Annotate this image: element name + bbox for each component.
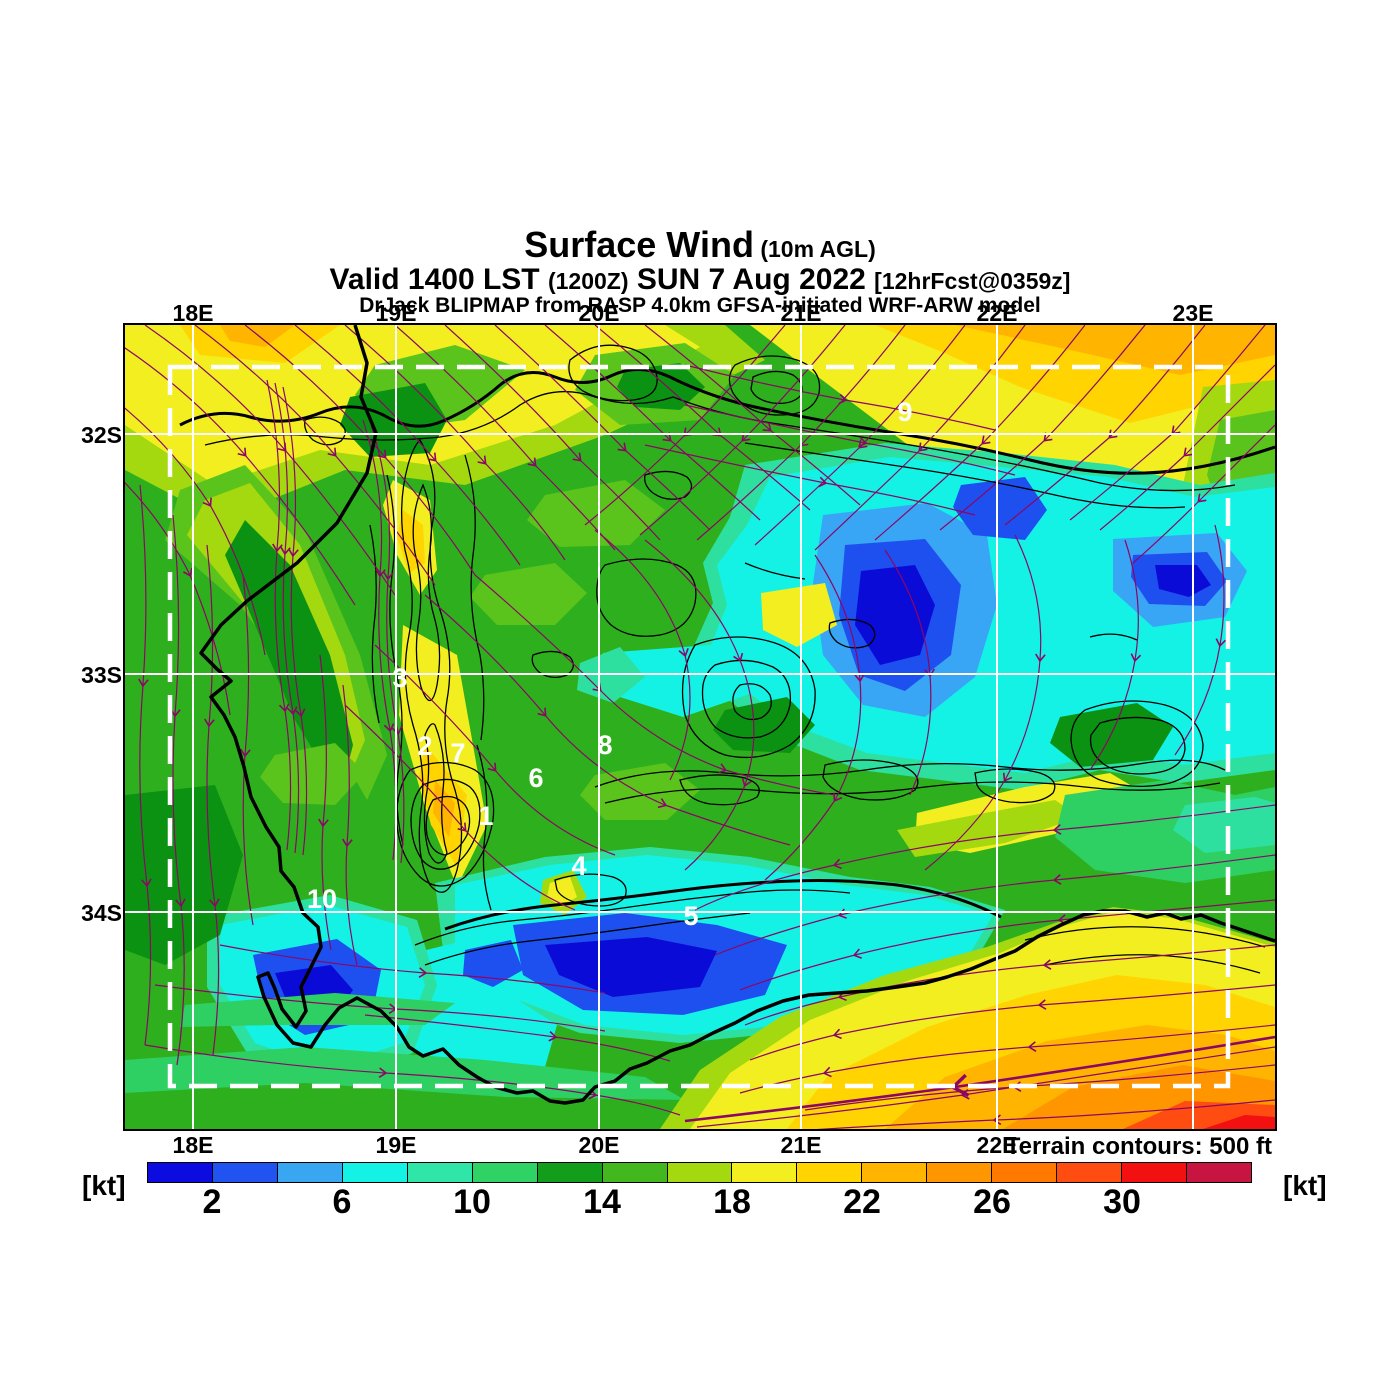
colorbar-unit-left: [kt] — [82, 1170, 126, 1201]
page-title: Surface Wind — [524, 224, 754, 265]
site-label-3: 3 — [392, 663, 407, 693]
lon-label-top: 20E — [578, 300, 620, 326]
colorbar-tick: 18 — [713, 1183, 751, 1221]
model-domain-boundary — [167, 364, 1231, 1089]
wind-map: 1 2 3 4 5 6 7 8 9 10 — [123, 323, 1277, 1131]
lon-label-bottom: 22E — [976, 1132, 1018, 1158]
header: Surface Wind (10m AGL) Valid 1400 LST (1… — [0, 226, 1400, 317]
valid-zulu: (1200Z) — [547, 267, 629, 294]
colorbar — [147, 1162, 1252, 1183]
lon-label-bottom: 20E — [578, 1132, 620, 1158]
colorbar-tick: 6 — [332, 1183, 352, 1221]
title-line: Surface Wind (10m AGL) — [0, 226, 1400, 264]
colorbar-tick: 22 — [843, 1183, 881, 1221]
colorbar-segment — [277, 1163, 343, 1182]
colorbar-segment — [667, 1163, 733, 1182]
colorbar-tick: 30 — [1103, 1183, 1141, 1221]
lon-label-bottom: 18E — [172, 1132, 214, 1158]
colorbar-segment — [992, 1163, 1058, 1182]
site-label-5: 5 — [683, 901, 698, 931]
colorbar-unit-right: [kt] — [1283, 1170, 1327, 1201]
colorbar-segment — [212, 1163, 278, 1182]
colorbar-tick: 14 — [583, 1183, 621, 1221]
site-label-7: 7 — [450, 738, 465, 768]
lon-label-top: 21E — [780, 300, 822, 326]
colorbar-segment — [407, 1163, 473, 1182]
colorbar-segment — [602, 1163, 668, 1182]
colorbar-segment — [1187, 1163, 1251, 1182]
lon-label-top: 18E — [172, 300, 214, 326]
lon-label-bottom: 21E — [780, 1132, 822, 1158]
site-label-10: 10 — [307, 884, 337, 914]
colorbar-segment — [1057, 1163, 1123, 1182]
lat-label-left: 32S — [81, 422, 122, 448]
wind-streamlines — [125, 325, 1275, 1129]
valid-time: Valid 1400 LST — [329, 262, 548, 296]
colorbar-segment — [732, 1163, 798, 1182]
site-labels: 1 2 3 4 5 6 7 8 9 10 — [307, 397, 913, 931]
terrain-note: Terrain contours: 500 ft — [1005, 1133, 1272, 1160]
lon-label-top: 19E — [375, 300, 417, 326]
valid-line: Valid 1400 LST (1200Z) SUN 7 Aug 2022 [1… — [0, 264, 1400, 296]
forecast-tag: [12hrFcst@0359z] — [874, 267, 1071, 294]
graticule — [125, 325, 1275, 1129]
colorbar-segment — [537, 1163, 603, 1182]
colorbar-segment — [148, 1163, 213, 1182]
coastline — [199, 325, 1275, 1105]
colorbar-segment — [927, 1163, 993, 1182]
page-title-suffix: (10m AGL) — [753, 236, 876, 262]
colorbar-segment — [862, 1163, 928, 1182]
colorbar-segment — [472, 1163, 538, 1182]
site-label-2: 2 — [417, 731, 432, 761]
lat-label-left: 33S — [81, 662, 122, 688]
colorbar-segment — [342, 1163, 408, 1182]
colorbar-tick: 2 — [202, 1183, 222, 1221]
site-label-4: 4 — [571, 851, 586, 881]
colorbar-segment — [1122, 1163, 1187, 1182]
lon-label-bottom: 19E — [375, 1132, 417, 1158]
lat-label-left: 34S — [81, 900, 122, 926]
lon-label-top: 22E — [976, 300, 1018, 326]
site-label-6: 6 — [528, 763, 543, 793]
site-label-1: 1 — [478, 801, 493, 831]
lon-label-top: 23E — [1172, 300, 1214, 326]
valid-date: SUN 7 Aug 2022 — [628, 262, 875, 296]
colorbar-segment — [797, 1163, 863, 1182]
site-label-8: 8 — [597, 730, 612, 760]
wind-map-canvas: 1 2 3 4 5 6 7 8 9 10 — [125, 325, 1275, 1129]
colorbar-tick: 10 — [453, 1183, 491, 1221]
colorbar-tick: 26 — [973, 1183, 1011, 1221]
model-line: DrJack BLIPMAP from RASP 4.0km GFSA-init… — [359, 294, 1041, 318]
site-label-9: 9 — [897, 397, 912, 427]
